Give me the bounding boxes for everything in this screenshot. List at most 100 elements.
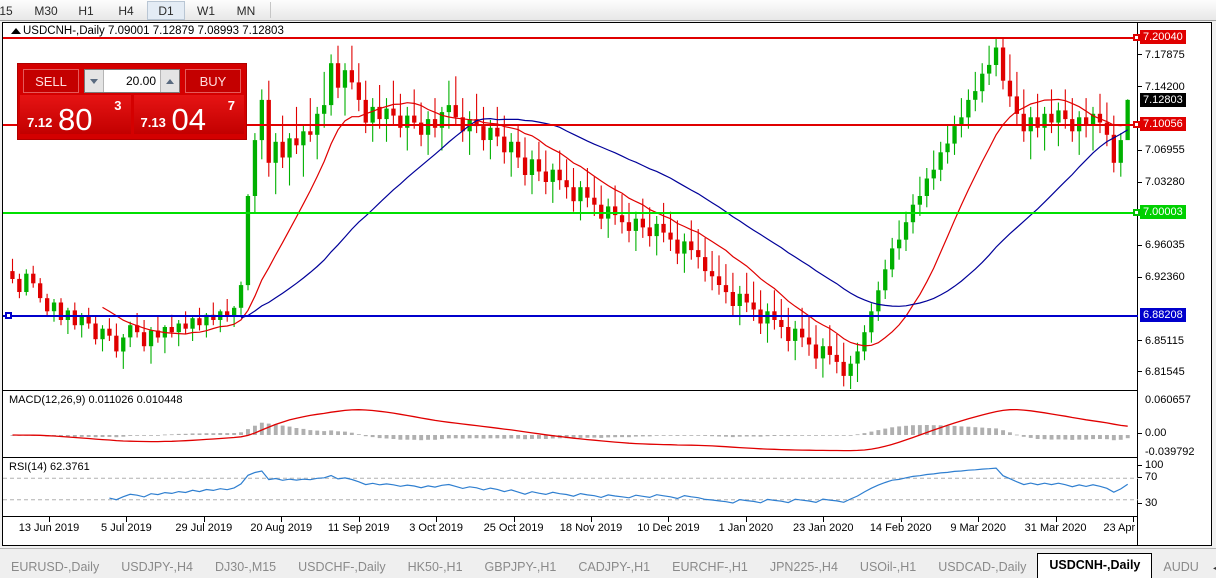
macd-scale-tick: 0.060657 xyxy=(1145,394,1191,406)
horizontal-line-red-0[interactable] xyxy=(3,36,1138,39)
line-anchor-blue[interactable] xyxy=(5,312,12,320)
chart-tab-eurchfh1[interactable]: EURCHF-,H1 xyxy=(672,560,748,574)
date-tick xyxy=(1133,517,1134,522)
timeframe-toolbar: 15 M30 H1 H4 D1 W1 MN xyxy=(0,0,1216,21)
timeframe-button-group: 15 M30 H1 H4 D1 W1 MN xyxy=(0,0,275,20)
date-tick xyxy=(513,517,515,522)
macd-scale-tick: 0.00 xyxy=(1138,427,1166,439)
price-tick: 7.17875 xyxy=(1138,49,1185,61)
macd-label: MACD(12,26,9) 0.011026 0.010448 xyxy=(9,394,183,406)
macd-pane[interactable]: MACD(12,26,9) 0.011026 0.010448 xyxy=(3,390,1137,457)
price-tick: 6.92360 xyxy=(1138,271,1185,283)
timeframe-button-m30[interactable]: M30 xyxy=(34,3,58,18)
chart-tab-hk50h1[interactable]: HK50-,H1 xyxy=(407,560,463,574)
one-click-trading-panel[interactable]: SELL 20.00 BUY 7.12 80 3 xyxy=(17,63,247,140)
rsi-scale-tick: 30 xyxy=(1138,497,1157,509)
chart-tab-cadjpyh1[interactable]: CADJPY-,H1 xyxy=(578,560,651,574)
chart-expand-icon[interactable] xyxy=(11,28,21,34)
date-tick xyxy=(591,517,592,522)
sell-price-fraction: 3 xyxy=(114,98,122,113)
volume-input[interactable]: 20.00 xyxy=(125,74,156,88)
date-label: 11 Sep 2019 xyxy=(327,522,390,534)
chart-tab-gbpjpyh1[interactable]: GBPJPY-,H1 xyxy=(484,560,557,574)
timeframe-button-h1[interactable]: H1 xyxy=(78,3,94,18)
chart-tab-audu[interactable]: AUDU xyxy=(1163,560,1199,574)
chevron-down-icon xyxy=(90,78,98,84)
date-label: 14 Feb 2020 xyxy=(869,522,932,534)
date-label: 1 Jan 2020 xyxy=(718,522,774,534)
date-label: 25 Oct 2019 xyxy=(483,522,544,534)
quote-row: 7.12 80 3 7.13 04 7 xyxy=(18,94,246,137)
chart-tab-eurusddaily[interactable]: EURUSD-,Daily xyxy=(11,560,100,574)
price-level-label-blue-3: 6.88208 xyxy=(1140,307,1186,322)
date-tick xyxy=(745,517,747,522)
rsi-label: RSI(14) 62.3761 xyxy=(9,461,90,473)
volume-stepper[interactable]: 20.00 xyxy=(84,69,180,93)
buy-price-fraction: 7 xyxy=(227,98,235,113)
date-label: 20 Aug 2019 xyxy=(250,522,313,534)
date-tick xyxy=(358,517,360,522)
price-tick: 7.03280 xyxy=(1138,176,1185,188)
horizontal-line-green-2[interactable] xyxy=(3,211,1138,214)
price-tick: 6.81545 xyxy=(1138,366,1185,378)
buy-price-quote[interactable]: 7.13 04 7 xyxy=(133,95,244,137)
date-tick xyxy=(1055,517,1057,522)
price-tick: 7.06955 xyxy=(1138,144,1185,156)
volume-decrease-button[interactable] xyxy=(85,70,104,92)
timeframe-button-w1[interactable]: W1 xyxy=(197,3,215,18)
chart-area[interactable]: USDCNH-,Daily 7.09001 7.12879 7.08993 7.… xyxy=(2,22,1212,546)
date-tick xyxy=(203,517,205,522)
price-tick: 6.85115 xyxy=(1138,335,1184,347)
timeframe-button-h4[interactable]: H4 xyxy=(118,3,134,18)
timeframe-button-15[interactable]: 15 xyxy=(0,3,13,18)
chart-tab-dj30m15[interactable]: DJ30-,M15 xyxy=(215,560,277,574)
buy-price-prefix: 7.13 xyxy=(140,115,166,130)
date-label: 5 Jul 2019 xyxy=(101,522,152,534)
chart-tab-usdcnhdaily[interactable]: USDCNH-,Daily xyxy=(1037,553,1153,578)
date-label: 3 Oct 2019 xyxy=(409,522,464,534)
price-tick: 7.14200 xyxy=(1138,81,1185,93)
date-tick xyxy=(668,517,670,522)
chart-tab-usdchfdaily[interactable]: USDCHF-,Daily xyxy=(298,560,386,574)
line-anchor-red[interactable] xyxy=(1133,121,1140,129)
line-anchor-red[interactable] xyxy=(1133,34,1140,42)
sell-price-quote[interactable]: 7.12 80 3 xyxy=(20,95,131,137)
chart-tab-usdjpyh4[interactable]: USDJPY-,H4 xyxy=(121,560,193,574)
chart-tab-jpn225h4[interactable]: JPN225-,H4 xyxy=(769,560,838,574)
horizontal-line-red-1[interactable] xyxy=(3,123,1138,126)
buy-price-main: 04 xyxy=(171,102,206,137)
buy-button[interactable]: BUY xyxy=(185,69,241,93)
date-tick xyxy=(900,517,902,522)
date-label: 10 Dec 2019 xyxy=(637,522,700,534)
tab-scroll-left-icon[interactable]: ◀ xyxy=(1210,563,1216,574)
rsi-scale-tick: 100 xyxy=(1138,459,1163,471)
price-axis-line xyxy=(1137,23,1138,545)
price-level-label-green-2: 7.00003 xyxy=(1140,204,1186,219)
date-label: 18 Nov 2019 xyxy=(559,522,623,534)
toolbar-separator xyxy=(270,2,271,18)
volume-increase-button[interactable] xyxy=(160,70,179,92)
date-tick xyxy=(281,517,283,522)
timeframe-button-mn[interactable]: MN xyxy=(236,3,256,18)
horizontal-line-blue-3[interactable] xyxy=(3,314,1138,317)
date-tick xyxy=(823,517,825,522)
sell-button[interactable]: SELL xyxy=(23,69,79,93)
date-label: 23 Jan 2020 xyxy=(793,522,854,534)
price-level-label-red-0: 7.20040 xyxy=(1140,29,1186,44)
date-label: 31 Mar 2020 xyxy=(1024,522,1087,534)
sell-price-main: 80 xyxy=(58,102,93,137)
date-label: 29 Jul 2019 xyxy=(175,522,233,534)
rsi-pane[interactable]: RSI(14) 62.3761 xyxy=(3,457,1139,518)
date-tick xyxy=(978,517,980,522)
date-label: 13 Jun 2019 xyxy=(18,522,80,534)
line-anchor-green[interactable] xyxy=(1133,209,1140,217)
date-tick xyxy=(436,517,438,522)
trade-panel-top-row: SELL 20.00 BUY xyxy=(18,64,246,94)
chart-tab-usoilh1[interactable]: USOil-,H1 xyxy=(859,560,917,574)
rsi-plot xyxy=(3,467,1139,504)
price-scale[interactable]: 7.17875 7.14200 7.06955 7.03280 6.96035 6.923… xyxy=(1138,23,1211,545)
current-price-label: 7.12803 xyxy=(1140,92,1186,107)
timeframe-button-d1[interactable]: D1 xyxy=(147,0,185,20)
chart-tab-usdcaddaily[interactable]: USDCAD-,Daily xyxy=(938,560,1027,574)
